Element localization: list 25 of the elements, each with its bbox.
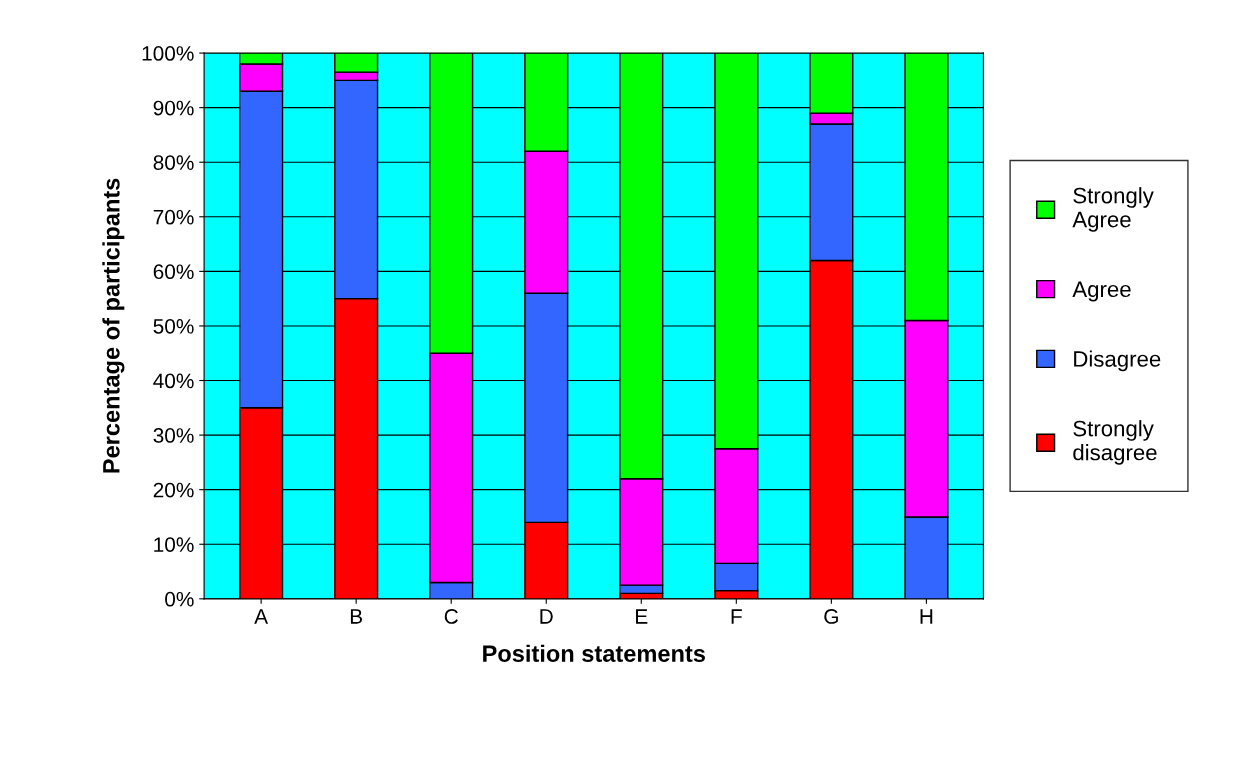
legend-label: Disagree xyxy=(1074,350,1161,372)
y-tick-label: 10% xyxy=(154,537,194,552)
x-tick-label: C xyxy=(444,609,458,624)
x-tick-label: B xyxy=(350,609,363,624)
y-tick-label: 80% xyxy=(153,155,194,170)
y-tick-label: 50% xyxy=(153,318,194,334)
x-tick-label: F xyxy=(731,609,742,624)
y-axis-title: Percentage of participants xyxy=(102,178,125,473)
y-tick-label: 100% xyxy=(142,46,194,61)
y-tick-label: 0% xyxy=(165,591,194,607)
legend-label: Strongly disagree xyxy=(1073,420,1157,465)
x-tick-label: D xyxy=(540,609,553,624)
legend-label: Strongly Agree xyxy=(1072,187,1154,232)
x-tick-label: H xyxy=(920,609,933,624)
y-tick-label: 90% xyxy=(153,100,194,116)
y-tick-label: 30% xyxy=(153,428,194,443)
y-tick-label: 70% xyxy=(153,209,194,225)
x-tick-label: A xyxy=(254,609,269,624)
y-tick-label: 40% xyxy=(153,373,194,389)
y-tick-label: 60% xyxy=(153,264,194,280)
y-tick-label: 20% xyxy=(153,482,194,498)
x-axis-title: Position statements xyxy=(483,644,705,662)
x-tick-label: G xyxy=(824,609,838,624)
x-tick-label: E xyxy=(636,609,648,624)
legend-label: Agree xyxy=(1072,281,1131,302)
